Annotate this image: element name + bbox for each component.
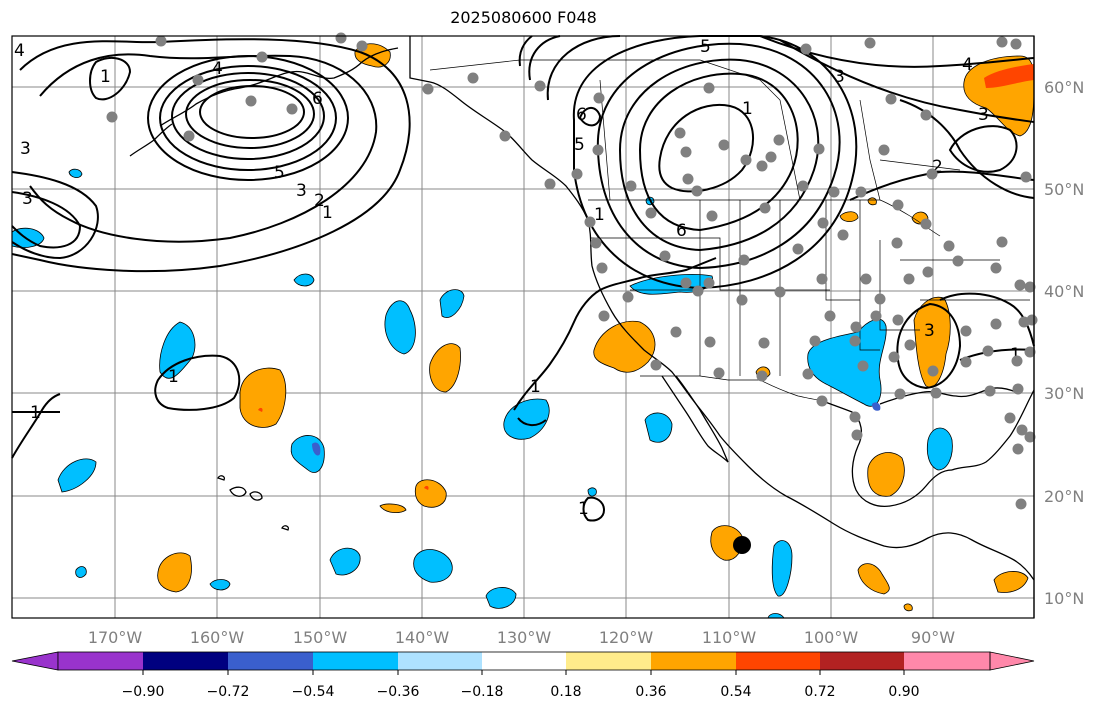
lon-label: 100°W	[804, 628, 859, 647]
colorbar-segment	[736, 652, 820, 670]
colorbar-tick-label: −0.18	[461, 684, 504, 700]
lat-label: 40°N	[1044, 282, 1084, 301]
lon-label: 120°W	[599, 628, 654, 647]
contour-label: 3	[834, 67, 845, 87]
contour-label: 1	[168, 367, 179, 387]
strong-negative-anomaly-areas	[312, 402, 881, 456]
colorbar-outline	[57, 651, 991, 671]
contour-label: 5	[274, 163, 285, 183]
contour-label: 1	[322, 203, 333, 223]
contour-label: 1	[578, 499, 589, 519]
contour-label: 1	[1010, 345, 1021, 365]
colorbar-segment	[398, 652, 482, 670]
contour-label: 6	[676, 221, 687, 241]
colorbar-segment	[228, 652, 313, 670]
longitude-labels: 170°W 160°W 150°W 140°W 130°W 120°W 110°…	[88, 628, 955, 647]
map-border	[11, 35, 1035, 619]
colorbar-segment	[820, 652, 904, 670]
contour-label: 1	[530, 377, 541, 397]
colorbar-segment	[651, 652, 736, 670]
colorbar-extend-high	[989, 651, 1035, 671]
colorbar-tick-label: −0.54	[292, 684, 335, 700]
lat-label: 20°N	[1044, 487, 1084, 506]
contour-label: 1	[30, 403, 41, 423]
lon-label: 170°W	[88, 628, 143, 647]
lon-label: 130°W	[497, 628, 552, 647]
lat-label: 50°N	[1044, 180, 1084, 199]
contour-label: 1	[100, 67, 111, 87]
colorbar-tick-label: 0.90	[888, 684, 919, 700]
contour-label: 1	[594, 205, 605, 225]
lat-label: 60°N	[1044, 78, 1084, 97]
contour-label: 3	[978, 105, 989, 125]
contour-label: 2	[932, 157, 943, 177]
contour-label: 5	[574, 135, 585, 155]
colorbar-tick-label: 0.36	[635, 684, 666, 700]
contour-label: 4	[14, 41, 25, 61]
strong-positive-anomaly-areas	[258, 64, 1034, 490]
colorbar-segment	[904, 652, 990, 670]
contour-label: 4	[212, 59, 223, 79]
storm-center-marker	[733, 536, 751, 554]
negative-anomaly-areas	[11, 168, 953, 619]
colorbar-tick-label: 0.72	[804, 684, 835, 700]
colorbar-segment	[482, 652, 566, 670]
colorbar-tick-label: −0.72	[207, 684, 250, 700]
colorbar-segment	[58, 652, 143, 670]
contour-label: 6	[576, 105, 587, 125]
contour-label: 3	[296, 181, 307, 201]
colorbar-tick-label: 0.54	[720, 684, 751, 700]
contour-label: 6	[312, 89, 323, 109]
colorbar-segment	[143, 652, 228, 670]
lon-label: 140°W	[395, 628, 450, 647]
contour-label: 2	[314, 191, 325, 211]
lon-label: 90°W	[911, 628, 955, 647]
station-markers	[106, 32, 1038, 510]
lon-label: 160°W	[190, 628, 245, 647]
contour-label: 5	[700, 37, 711, 57]
contour-lines	[11, 35, 1035, 522]
colorbar: −0.90 −0.72 −0.54 −0.36 −0.18 0.18 0.36 …	[11, 651, 1035, 700]
chart-title: 2025080600 F048	[450, 8, 597, 27]
contour-label: 3	[924, 321, 935, 341]
lon-label: 150°W	[293, 628, 348, 647]
colorbar-tick-label: 0.18	[550, 684, 581, 700]
contour-label: 3	[20, 139, 31, 159]
colorbar-extend-low	[11, 651, 59, 671]
colorbar-segment	[313, 652, 398, 670]
lon-label: 110°W	[702, 628, 757, 647]
colorbar-tick-label: −0.36	[377, 684, 420, 700]
colorbar-segment	[566, 652, 651, 670]
lat-label: 30°N	[1044, 384, 1084, 403]
contour-label: 1	[742, 99, 753, 119]
latitude-labels: 60°N 50°N 40°N 30°N 20°N 10°N	[1044, 78, 1084, 608]
contour-label: 4	[962, 55, 973, 75]
lat-label: 10°N	[1044, 589, 1084, 608]
contour-label-group: 4 1 4 6 5 3 2 1 3 3 1 5 6 5 1 6 3 2 3 4 …	[14, 37, 1021, 519]
colorbar-tick-label: −0.90	[122, 684, 165, 700]
contour-label: 3	[22, 189, 33, 209]
